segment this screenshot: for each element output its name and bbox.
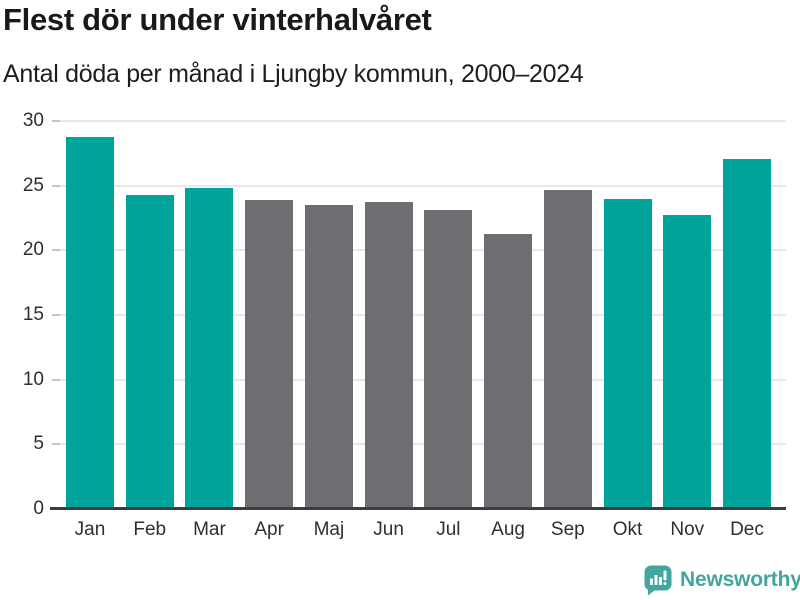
x-tick-label-sep: Sep [550,519,585,540]
newsworthy-logo: Newsworthy [644,564,800,596]
x-tick-label-mar: Mar [193,519,226,540]
gridline [52,443,786,446]
y-tick-mark [52,314,60,316]
y-tick-label: 0 [33,498,44,519]
newsworthy-brand-text: Newsworthy [680,568,800,591]
chart-subtitle: Antal döda per månad i Ljungby kommun, 2… [3,60,584,88]
y-tick-label: 15 [22,304,44,325]
bar-maj [304,205,353,509]
y-tick-mark [52,443,60,446]
bar-aug [484,233,533,509]
x-tick-label-jun: Jun [373,519,404,540]
x-tick-label-jul: Jul [436,519,461,540]
bar-nov [663,215,712,509]
gridline [52,184,786,187]
x-tick-label-dec: Dec [730,519,764,540]
y-tick-mark [52,120,60,122]
gridline [52,314,786,316]
x-tick-label-feb: Feb [133,519,167,540]
bar-apr [245,199,294,509]
bar-mar [185,188,234,509]
y-tick-mark [52,249,60,252]
bar-jul [424,210,473,509]
speech-bubble-bar-chart-icon [644,565,672,595]
bar-jun [364,202,413,509]
y-tick-label: 25 [22,174,44,196]
bar-okt [603,198,652,509]
y-tick-label: 10 [22,368,44,390]
y-tick-label: 30 [22,110,44,131]
bar-sep [543,189,592,509]
x-tick-label-okt: Okt [612,519,643,540]
bar-dec [722,158,771,509]
bar-feb [125,194,174,509]
y-tick-label: 20 [22,239,44,261]
chart-title: Flest dör under vinterhalvåret [3,2,432,37]
y-tick-mark [52,184,60,187]
gridline [52,378,786,381]
x-tick-label-maj: Maj [313,519,345,540]
x-tick-label-jan: Jan [74,519,106,540]
y-tick-label: 5 [33,433,44,455]
gridline [52,120,786,122]
x-axis-line [50,507,786,510]
gridline [52,249,786,252]
x-tick-label-apr: Apr [254,519,284,540]
x-tick-label-aug: Aug [491,519,525,540]
x-tick-label-nov: Nov [670,519,705,540]
y-tick-mark [52,378,60,381]
bar-jan [66,136,114,509]
